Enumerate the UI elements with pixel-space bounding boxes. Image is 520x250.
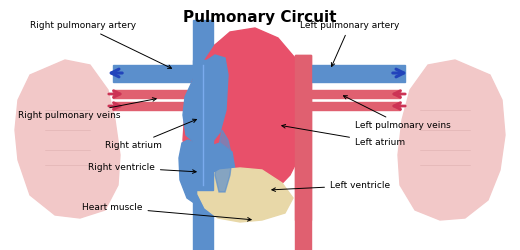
Polygon shape (215, 28, 295, 58)
Bar (295, 55, 311, 250)
Text: Left pulmonary artery: Left pulmonary artery (300, 21, 399, 66)
Bar (113, 102, 191, 110)
Text: Heart muscle: Heart muscle (82, 203, 251, 221)
Polygon shape (198, 168, 293, 222)
Bar (280, 102, 400, 110)
Text: Left ventricle: Left ventricle (272, 181, 390, 192)
Polygon shape (183, 55, 228, 145)
Text: Right pulmonary artery: Right pulmonary artery (30, 21, 172, 68)
Polygon shape (183, 35, 308, 208)
Bar (193, 185, 213, 250)
Text: Left pulmonary veins: Left pulmonary veins (343, 96, 451, 130)
Text: Right ventricle: Right ventricle (88, 163, 196, 173)
Polygon shape (15, 60, 120, 218)
Bar (280, 90, 400, 98)
Bar (113, 65, 203, 82)
Polygon shape (179, 140, 235, 207)
Text: Right atrium: Right atrium (105, 119, 197, 150)
Bar (295, 55, 311, 220)
Bar (193, 20, 213, 80)
Bar (193, 60, 213, 190)
Bar (113, 90, 191, 98)
Text: Left atrium: Left atrium (282, 124, 405, 147)
Polygon shape (215, 130, 232, 192)
Text: Pulmonary Circuit: Pulmonary Circuit (183, 10, 337, 25)
Polygon shape (398, 60, 505, 220)
Text: Right pulmonary veins: Right pulmonary veins (18, 98, 156, 120)
Bar (270, 65, 405, 82)
